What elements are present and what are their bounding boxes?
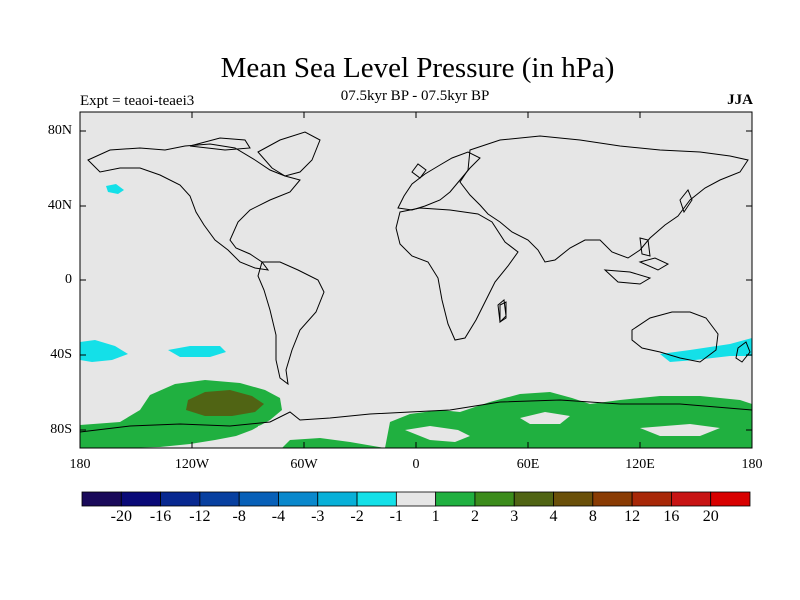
colorbar-label: -2 <box>350 508 364 525</box>
colorbar-label: 4 <box>549 508 558 525</box>
colorbar-label: -20 <box>110 508 132 525</box>
lon-ticks <box>191 112 641 448</box>
colorbar-swatch <box>120 491 161 507</box>
lat-label-40s: 40S <box>50 347 72 362</box>
colorbar-swatch <box>435 491 476 507</box>
colorbar-label: -3 <box>311 508 325 525</box>
colorbar-label: 8 <box>588 508 597 525</box>
colorbar-label: 12 <box>624 508 641 525</box>
colorbar-label: 3 <box>510 508 519 525</box>
colorbar-label: 20 <box>702 508 719 525</box>
colorbar-swatch <box>631 491 672 507</box>
coastlines <box>79 131 753 433</box>
lon-label-120w: 120W <box>174 457 210 472</box>
colorbar-swatch <box>474 491 515 507</box>
colorbar-swatch <box>238 491 279 507</box>
anomaly-hole-1 <box>405 426 470 442</box>
colorbar-swatch <box>317 491 358 507</box>
colorbar-swatch <box>513 491 554 507</box>
colorbar-swatch <box>710 491 751 507</box>
anomaly-cyan-1 <box>80 340 128 362</box>
lat-label-40n: 40N <box>47 198 72 213</box>
chart-title: Mean Sea Level Pressure (in hPa) <box>220 52 615 84</box>
colorbar-label: -1 <box>389 508 404 525</box>
anomaly-hole-4 <box>256 420 292 446</box>
anomaly-hole-3 <box>640 424 720 436</box>
colorbar-swatch <box>553 491 594 507</box>
colorbar-label: -4 <box>271 508 286 525</box>
colorbar-label: 1 <box>431 508 440 525</box>
colorbar-label: -16 <box>149 508 172 525</box>
colorbar-swatch <box>81 491 122 507</box>
anomaly-cyan-2 <box>168 346 226 357</box>
colorbar-label: -12 <box>189 508 211 525</box>
colorbar-swatch <box>278 491 319 507</box>
anomaly-south-green-gap <box>282 438 385 448</box>
lon-label-180e: 180 <box>741 457 763 472</box>
lat-label-0: 0 <box>65 272 72 287</box>
colorbar-swatch <box>395 491 437 507</box>
colorbar-swatch <box>592 491 633 507</box>
colorbar-swatch <box>199 491 240 507</box>
anomaly-hole-2 <box>520 412 570 424</box>
colorbar <box>81 491 751 507</box>
chart-subtitle: 07.5kyr BP - 07.5kyr BP <box>340 88 490 104</box>
experiment-label: Expt = teaoi-teaei3 <box>80 93 195 109</box>
colorbar-label: 2 <box>470 508 479 525</box>
lat-label-80s: 80S <box>50 422 72 437</box>
lon-label-0: 0 <box>412 457 420 472</box>
lat-ticks <box>80 130 752 431</box>
lon-label-60e: 60E <box>516 457 540 472</box>
lon-label-120e: 120E <box>625 457 655 472</box>
colorbar-label: 16 <box>663 508 680 525</box>
lat-label-80n: 80N <box>47 123 72 138</box>
anomaly-dark-core <box>186 390 264 416</box>
anomaly-cyan-4 <box>106 184 124 194</box>
season-label: JJA <box>727 92 753 108</box>
colorbar-label: -8 <box>232 508 246 525</box>
anomaly-cyan-3 <box>660 338 752 362</box>
colorbar-swatch <box>160 491 201 507</box>
lon-label-180w: 180 <box>69 457 91 472</box>
lon-label-60w: 60W <box>290 457 318 472</box>
colorbar-swatch <box>356 491 397 507</box>
colorbar-swatch <box>671 491 712 507</box>
